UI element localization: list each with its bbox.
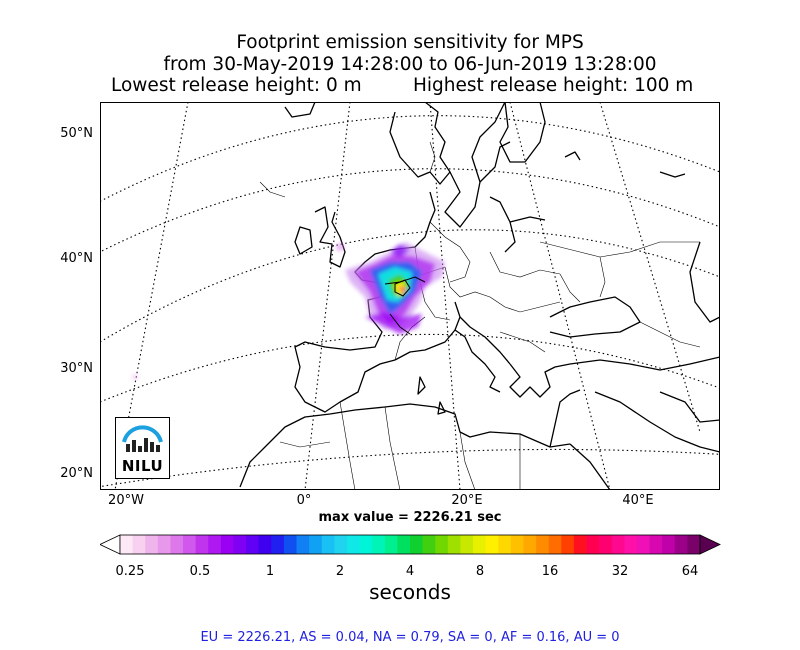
colorbar-swatch	[334, 535, 348, 554]
colorbar-swatch	[636, 535, 650, 554]
colorbar-swatch	[586, 535, 600, 554]
colorbar-tick-label: 0.5	[189, 564, 211, 579]
colorbar-swatch	[649, 535, 663, 554]
colorbar-swatch	[271, 535, 285, 554]
max-value-label: max value = 2226.21 sec	[318, 510, 502, 525]
colorbar-swatch	[662, 535, 676, 554]
colorbar-swatch	[195, 535, 209, 554]
colorbar-swatch	[611, 535, 625, 554]
colorbar-swatch	[624, 535, 638, 554]
colorbar-swatch	[510, 535, 524, 554]
colorbar-swatch	[309, 535, 323, 554]
colorbar-label: seconds	[369, 580, 451, 604]
colorbar-tick-label: 16	[541, 564, 559, 579]
colorbar-swatch	[674, 535, 688, 554]
footprint-map	[100, 102, 720, 490]
colorbar-tick-label: 2	[335, 564, 345, 579]
colorbar-frame	[119, 534, 701, 555]
colorbar-swatch	[321, 535, 335, 554]
colorbar-tick-label: 8	[475, 564, 485, 579]
colorbar-swatch	[296, 535, 310, 554]
colorbar-swatch	[435, 535, 449, 554]
nilu-logo-text: NILU	[121, 457, 164, 475]
colorbar-tick-label: 32	[611, 564, 629, 579]
colorbar-swatch	[473, 535, 487, 554]
nilu-logo-icon	[122, 425, 163, 452]
colorbar-swatch	[384, 535, 398, 554]
lon-label-20w: 20°W	[108, 493, 144, 508]
coastlines-overlay	[384, 276, 426, 335]
colorbar-tick-label: 1	[265, 564, 275, 579]
lon-label-20e: 20°E	[451, 493, 483, 508]
colorbar-swatch	[359, 535, 373, 554]
title-line-2: from 30-May-2019 14:28:00 to 06-Jun-2019…	[163, 54, 657, 75]
colorbar-swatch	[498, 535, 512, 554]
colorbar-swatch	[283, 535, 297, 554]
colorbar-swatch	[183, 535, 197, 554]
colorbar-swatch	[687, 535, 701, 554]
title-line-1: Footprint emission sensitivity for MPS	[236, 32, 584, 53]
colorbar-swatch	[536, 535, 550, 554]
colorbar-swatch	[132, 535, 146, 554]
colorbar-swatch	[220, 535, 234, 554]
lat-label-50n: 50°N	[60, 126, 93, 141]
colorbar-swatch	[422, 535, 436, 554]
lat-label-20n: 20°N	[60, 466, 93, 481]
colorbar-tick-label: 64	[681, 564, 699, 579]
lon-label-0: 0°	[296, 493, 312, 508]
lat-label-30n: 30°N	[60, 361, 93, 376]
colorbar-swatch	[460, 535, 474, 554]
colorbar-swatch	[447, 535, 461, 554]
colorbar-swatch	[120, 535, 134, 554]
colorbar-swatch	[233, 535, 247, 554]
colorbar-swatch	[145, 535, 159, 554]
colorbar-tick-label: 4	[405, 564, 415, 579]
lat-label-40n: 40°N	[60, 251, 93, 266]
title-lowest-release-height: Lowest release height: 0 m	[111, 75, 362, 96]
graticule-latitude	[100, 115, 720, 488]
colorbar-swatch	[258, 535, 272, 554]
title-highest-release-height: Highest release height: 100 m	[413, 75, 694, 96]
nilu-logo: NILU	[115, 417, 170, 479]
colorbar-swatch	[561, 535, 575, 554]
lon-label-40e: 40°E	[622, 493, 654, 508]
colorbar-swatch	[372, 535, 386, 554]
colorbar-swatch	[523, 535, 537, 554]
colorbar-swatch	[397, 535, 411, 554]
colorbar	[100, 534, 721, 555]
colorbar-swatch	[346, 535, 360, 554]
colorbar-swatch	[410, 535, 424, 554]
colorbar-extend-min	[100, 534, 121, 555]
coastlines	[239, 102, 720, 490]
colorbar-swatch	[548, 535, 562, 554]
colorbar-swatch	[485, 535, 499, 554]
colorbar-swatch	[573, 535, 587, 554]
colorbar-swatch	[157, 535, 171, 554]
colorbar-swatch	[246, 535, 260, 554]
region-totals-footer: EU = 2226.21, AS = 0.04, NA = 0.79, SA =…	[200, 630, 620, 645]
colorbar-swatch	[170, 535, 184, 554]
colorbar-tick-label: 0.25	[115, 564, 145, 579]
colorbar-swatch	[208, 535, 222, 554]
colorbar-swatch	[599, 535, 613, 554]
colorbar-extend-max	[699, 534, 721, 555]
